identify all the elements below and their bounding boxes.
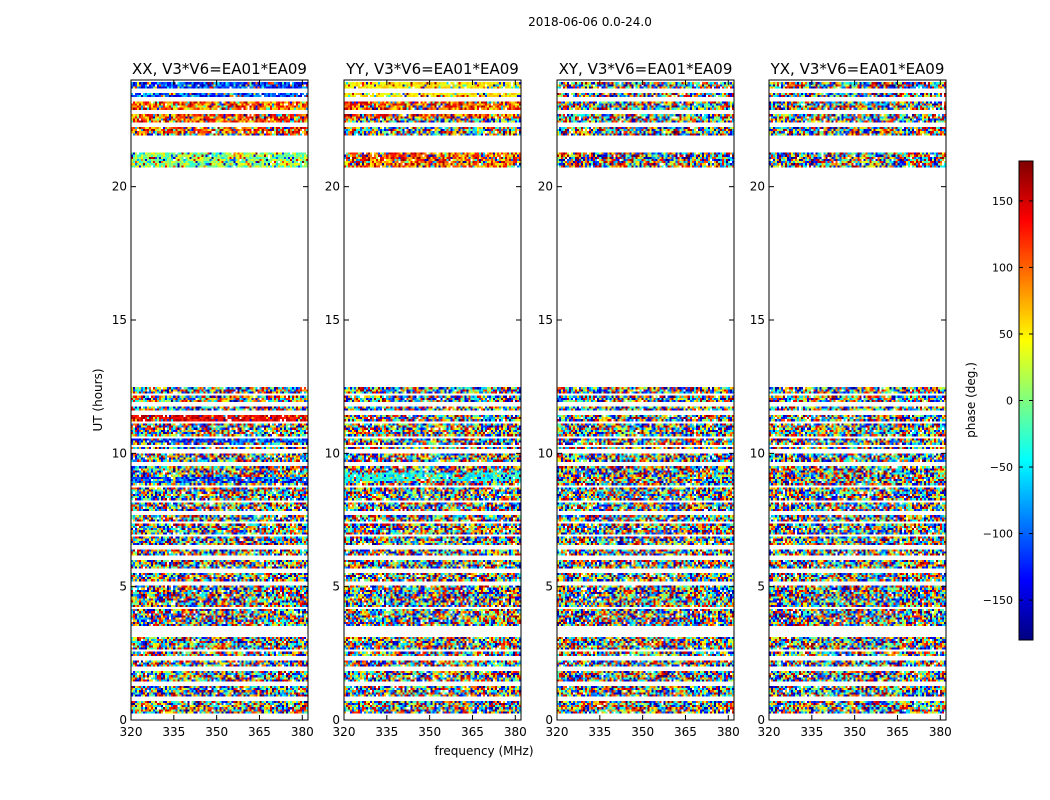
colorbar-label: phase (deg.): [964, 362, 978, 438]
x-tick-label: 350: [631, 725, 654, 739]
x-tick-label: 380: [291, 725, 314, 739]
y-tick-label: 5: [757, 580, 765, 594]
x-tick-label: 350: [205, 725, 228, 739]
y-tick-label: 20: [538, 180, 553, 194]
figure-suptitle: 2018-06-06 0.0-24.0: [528, 15, 652, 29]
x-tick-label: 335: [162, 725, 185, 739]
panel-title: XX, V3*V6=EA01*EA09: [132, 60, 307, 78]
x-tick-label: 320: [120, 725, 143, 739]
heatmap-image: [557, 80, 734, 720]
y-tick-label: 15: [750, 313, 765, 327]
colorbar-ticks: −150 −100 −50 0 50 100 150: [983, 195, 1033, 607]
heatmap-raster: [131, 80, 308, 720]
x-tick-label: 380: [929, 725, 952, 739]
y-tick-label: 5: [119, 580, 127, 594]
heatmap-panel: XY, V3*V6=EA01*EA09 320 335 350 365 380 0 5 10 15…: [538, 60, 740, 739]
plot-frame: [556, 79, 735, 721]
panel-title: YX, V3*V6=EA01*EA09: [770, 60, 945, 78]
y-tick-label: 0: [757, 713, 765, 727]
y-tick-label: 20: [112, 180, 127, 194]
colorbar-tick-label: 100: [992, 261, 1013, 274]
y-tick-label: 5: [332, 580, 340, 594]
heatmap-image: [344, 80, 521, 720]
panel-title: YY, V3*V6=EA01*EA09: [345, 60, 519, 78]
x-tick-label: 335: [588, 725, 611, 739]
panel-title: XY, V3*V6=EA01*EA09: [559, 60, 733, 78]
y-tick-label: 0: [332, 713, 340, 727]
y-tick-label: 15: [538, 313, 553, 327]
heatmap-raster: [344, 80, 521, 720]
colorbar-tick-label: 50: [999, 328, 1013, 341]
x-axis-label: frequency (MHz): [434, 744, 533, 758]
heatmap-raster: [769, 80, 946, 720]
y-tick-label: 10: [325, 446, 340, 460]
x-tick-label: 320: [333, 725, 356, 739]
colorbar: −150 −100 −50 0 50 100 150 phase (deg.): [964, 160, 1034, 641]
x-tick-label: 320: [758, 725, 781, 739]
y-axis-label: UT (hours): [91, 368, 105, 431]
heatmap-panels: XX, V3*V6=EA01*EA09 320 335 350 365 380 0 5 10 15…: [112, 60, 952, 739]
y-tick-label: 5: [545, 580, 553, 594]
x-tick-label: 365: [248, 725, 271, 739]
colorbar-tick-label: 150: [992, 195, 1013, 208]
x-tick-label: 380: [504, 725, 527, 739]
heatmap-raster: [557, 80, 734, 720]
x-tick-label: 350: [843, 725, 866, 739]
colorbar-tick-label: −50: [990, 461, 1013, 474]
y-tick-label: 10: [750, 446, 765, 460]
heatmap-panel: XX, V3*V6=EA01*EA09 320 335 350 365 380 0 5 10 15…: [112, 60, 314, 739]
y-tick-label: 0: [119, 713, 127, 727]
y-tick-label: 20: [325, 180, 340, 194]
colorbar-tick-label: −100: [983, 528, 1013, 541]
heatmap-panel: YX, V3*V6=EA01*EA09 320 335 350 365 380 0 5 10 15…: [750, 60, 952, 739]
x-tick-label: 380: [717, 725, 740, 739]
y-tick-label: 20: [750, 180, 765, 194]
plot-frame: [768, 79, 947, 721]
x-tick-label: 365: [886, 725, 909, 739]
colorbar-tick-label: −150: [983, 594, 1013, 607]
x-tick-label: 335: [800, 725, 823, 739]
x-tick-label: 335: [375, 725, 398, 739]
plot-frame: [343, 79, 522, 721]
y-tick-label: 10: [538, 446, 553, 460]
plot-frame: [130, 79, 309, 721]
heatmap-panel: YY, V3*V6=EA01*EA09 320 335 350 365 380 0 5 10 15…: [325, 60, 527, 739]
y-tick-label: 0: [545, 713, 553, 727]
x-tick-label: 365: [461, 725, 484, 739]
y-tick-label: 15: [325, 313, 340, 327]
x-tick-label: 320: [546, 725, 569, 739]
heatmap-image: [131, 80, 308, 720]
x-tick-label: 350: [418, 725, 441, 739]
heatmap-image: [769, 80, 946, 720]
x-tick-label: 365: [674, 725, 697, 739]
y-tick-label: 15: [112, 313, 127, 327]
y-tick-label: 10: [112, 446, 127, 460]
colorbar-tick-label: 0: [1006, 395, 1013, 408]
